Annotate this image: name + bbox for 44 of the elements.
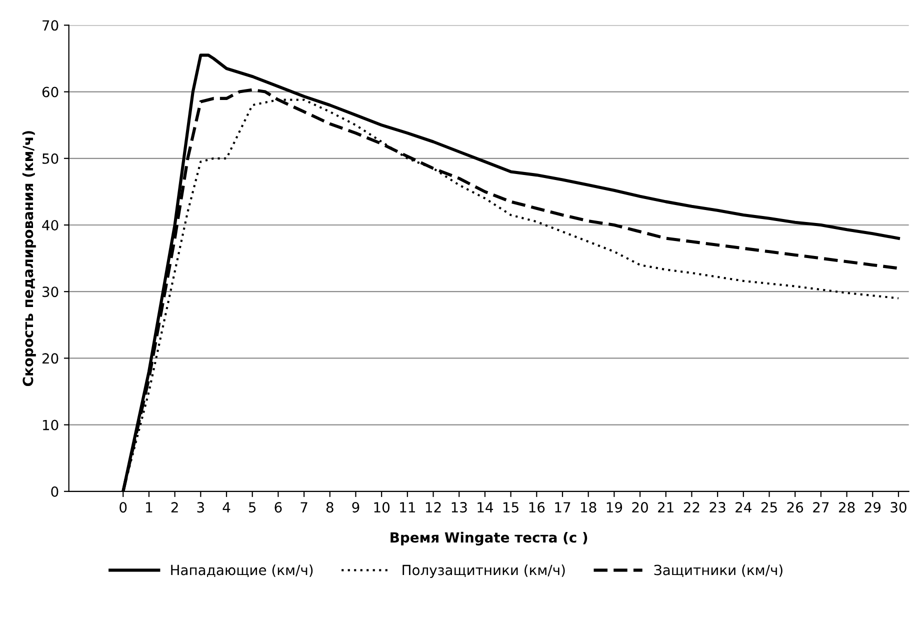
x-tick-label: 10: [374, 502, 390, 513]
x-tick-label: 3: [197, 502, 204, 513]
x-tick-label: 15: [503, 502, 518, 513]
x-tick-label: 11: [400, 502, 415, 512]
x-tick-label: 23: [710, 502, 726, 513]
y-tick-label: 70: [42, 20, 58, 31]
x-tick-label: 21: [658, 502, 674, 512]
legend-label: Полузащитники (км/ч): [402, 564, 565, 578]
y-tick-label: 30: [42, 286, 58, 298]
x-tick-label: 25: [761, 502, 777, 513]
y-axis-title: Скорость педалирования (км/ч): [22, 131, 36, 386]
x-tick-label: 5: [249, 502, 256, 513]
x-tick-label: 4: [222, 502, 230, 512]
x-tick-label: 30: [890, 502, 906, 513]
y-tick-label: 60: [42, 86, 58, 98]
x-tick-label: 18: [581, 502, 596, 513]
y-tick-label: 10: [42, 420, 58, 430]
x-tick-label: 9: [352, 502, 360, 513]
y-tick-label: 20: [42, 353, 58, 364]
x-tick-label: 26: [787, 502, 804, 513]
x-tick-label: 24: [736, 502, 752, 512]
y-tick-label: 50: [42, 153, 58, 164]
x-tick-label: 19: [606, 502, 622, 513]
x-tick-label: 6: [274, 502, 282, 513]
x-tick-label: 8: [326, 502, 334, 513]
x-tick-label: 22: [684, 502, 700, 512]
x-axis-title: Время Wingate теста (с ): [390, 532, 588, 546]
x-tick-label: 27: [813, 502, 829, 512]
x-tick-label: 16: [529, 502, 545, 513]
x-tick-label: 14: [478, 502, 494, 512]
x-tick-label: 12: [426, 502, 441, 512]
x-tick-label: 0: [120, 502, 127, 513]
x-tick-label: 13: [452, 502, 467, 513]
x-tick-label: 28: [838, 502, 855, 513]
x-tick-label: 1: [146, 502, 152, 512]
legend-label: Нападающие (км/ч): [171, 564, 313, 577]
x-tick-label: 7: [300, 502, 308, 512]
x-tick-label: 20: [632, 502, 648, 513]
y-tick-label: 40: [42, 220, 58, 230]
x-tick-label: 17: [555, 502, 570, 512]
x-tick-label: 29: [864, 502, 880, 513]
y-tick-label: 0: [51, 486, 58, 497]
legend-label: Защитники (км/ч): [654, 564, 782, 577]
x-tick-label: 2: [171, 502, 178, 512]
